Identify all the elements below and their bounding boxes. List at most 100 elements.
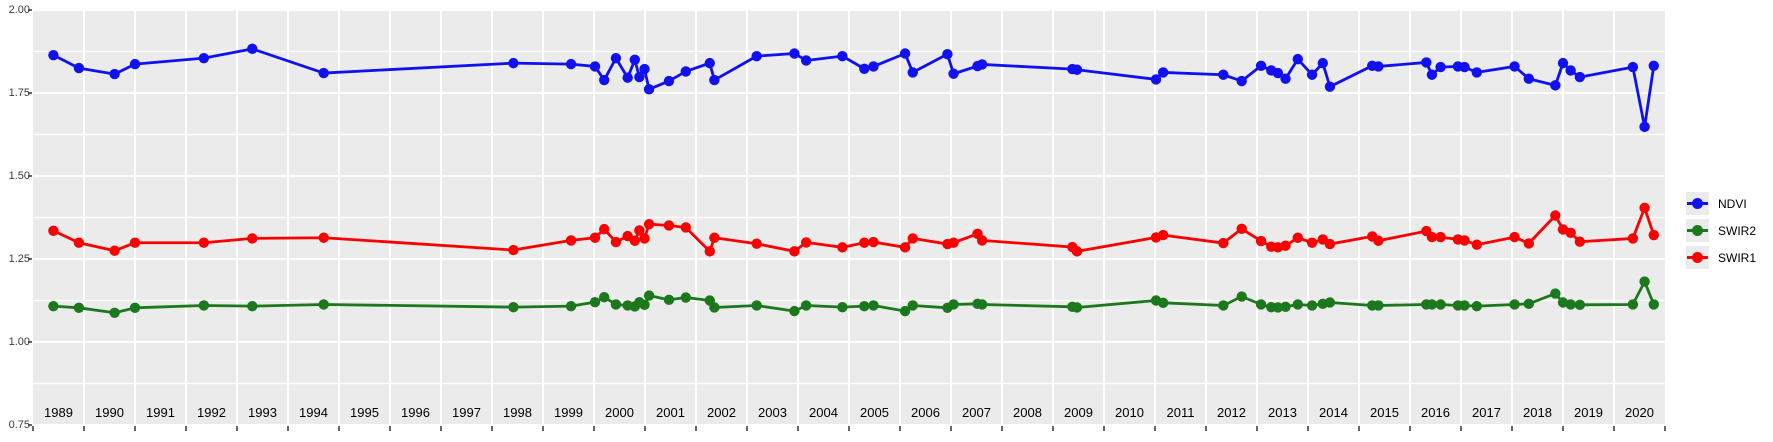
swir2-point — [1071, 302, 1083, 313]
x-axis-label: 2006 — [911, 405, 940, 420]
x-axis-label: 2017 — [1472, 405, 1501, 420]
swir2-point — [948, 299, 959, 310]
swir2-point — [1306, 300, 1318, 311]
x-axis-label: 1990 — [95, 405, 124, 420]
swir2-point — [1550, 288, 1561, 299]
ndvi-point — [837, 50, 848, 62]
legend-label: SWIR1 — [1718, 250, 1757, 265]
swir2-point — [976, 299, 988, 310]
ndvi-point — [318, 67, 329, 79]
swir2-point — [1272, 302, 1284, 313]
swir1-point — [198, 237, 210, 248]
swir1-point — [639, 233, 650, 244]
ndvi-point — [634, 71, 645, 83]
ndvi-point — [1255, 60, 1267, 71]
swir1-point — [837, 242, 848, 253]
swir1-point — [1292, 232, 1304, 243]
swir2-point — [751, 300, 762, 311]
ndvi-point — [1627, 61, 1639, 73]
y-axis-label: 1.25 — [8, 252, 30, 265]
swir1-point — [318, 232, 329, 243]
ndvi-point — [599, 74, 610, 86]
x-axis-label: 1996 — [401, 405, 430, 420]
legend-item-swir2: SWIR2 — [1686, 219, 1756, 242]
x-axis-label: 2002 — [707, 405, 736, 420]
swir2-point — [709, 302, 720, 313]
legend-dot — [1692, 198, 1703, 209]
swir2-point — [663, 294, 675, 306]
swir2-point — [247, 300, 258, 312]
x-axis-label: 2004 — [809, 405, 838, 420]
swir1-point — [599, 223, 610, 235]
swir1-point — [643, 218, 655, 230]
swir2-point — [1459, 300, 1470, 311]
x-axis-label: 2013 — [1268, 405, 1297, 420]
ndvi-point — [1421, 57, 1432, 68]
swir2-point — [1255, 299, 1267, 310]
y-axis-label: 1.75 — [8, 86, 30, 99]
x-axis-label: 2014 — [1319, 405, 1348, 420]
ndvi-point — [1150, 74, 1162, 85]
ndvi-point — [1292, 53, 1304, 65]
x-axis-label: 2011 — [1167, 405, 1195, 420]
swir1-point — [751, 238, 762, 249]
swir2-point — [680, 292, 691, 303]
swir2-point — [800, 300, 812, 311]
swir1-point — [1574, 236, 1586, 247]
swir2-point — [789, 305, 800, 317]
swir2-point — [1523, 298, 1535, 310]
swir1-point — [1550, 210, 1561, 221]
ndvi-point — [1426, 69, 1438, 80]
x-axis-label: 2012 — [1217, 405, 1246, 420]
x-axis-label: 2000 — [605, 405, 634, 420]
swir2-point — [1373, 300, 1384, 311]
ndvi-point — [589, 61, 601, 72]
swir1-point — [1648, 229, 1659, 241]
ndvi-point — [643, 84, 655, 95]
ndvi-point — [1459, 61, 1470, 73]
swir2-point — [1280, 301, 1291, 313]
swir2-point — [610, 299, 622, 310]
ndvi-point — [1306, 69, 1318, 80]
swir2-point — [1639, 276, 1650, 287]
swir1-point — [1639, 202, 1650, 214]
ndvi-point — [859, 63, 870, 74]
swir1-point — [1236, 223, 1247, 234]
y-axis-label: 1.50 — [8, 169, 30, 182]
ndvi-point — [1565, 65, 1576, 76]
swir2-point — [837, 301, 848, 313]
swir1-point — [899, 242, 911, 253]
x-axis-label: 2005 — [860, 405, 889, 420]
x-axis-label: 2008 — [1013, 405, 1042, 420]
legend-label: SWIR2 — [1718, 223, 1757, 238]
swir1-point — [48, 225, 59, 236]
swir1-point — [976, 235, 988, 246]
x-axis-label: 1998 — [503, 405, 532, 420]
ndvi-point — [709, 74, 720, 86]
swir1-point — [907, 233, 918, 244]
ndvi-point — [663, 75, 675, 87]
swir1-point — [868, 236, 879, 248]
ndvi-point — [942, 48, 953, 60]
swir1-point — [859, 237, 870, 248]
swir2-point — [1627, 299, 1639, 310]
legend-dot — [1692, 225, 1703, 236]
x-axis-label: 1992 — [197, 405, 226, 420]
swir1-point — [709, 232, 720, 243]
swir1-point — [1426, 231, 1438, 243]
swir1-point — [129, 237, 141, 248]
legend: NDVI SWIR2 SWIR1 — [1686, 192, 1756, 273]
x-axis-label: 2010 — [1115, 405, 1144, 420]
swir2-point — [1324, 297, 1336, 308]
ndvi-point — [198, 52, 210, 64]
swir2-point — [1509, 299, 1520, 310]
ndvi-point — [1435, 61, 1446, 73]
swir1-point — [629, 235, 640, 246]
swir1-point — [1373, 235, 1384, 246]
swir2-point — [48, 300, 59, 312]
legend-key-icon — [1686, 246, 1709, 269]
ndvi-point — [1071, 64, 1083, 75]
ndvi-point — [1523, 73, 1535, 84]
